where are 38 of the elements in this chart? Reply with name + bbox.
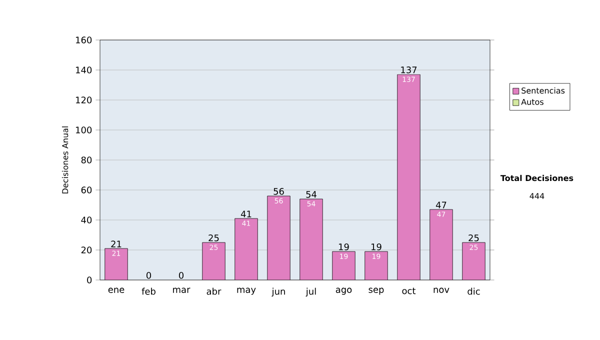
- total-label: 54: [306, 191, 316, 198]
- y-tick-label: 160: [76, 36, 92, 44]
- x-tick-label: abr: [206, 288, 222, 295]
- y-tick-label: 120: [76, 96, 92, 104]
- total-label: 19: [339, 243, 349, 250]
- x-tick-label: feb: [142, 288, 156, 295]
- x-tick-label: may: [237, 288, 256, 295]
- y-tick-label: 140: [76, 66, 92, 74]
- x-tick-label: nov: [434, 288, 450, 293]
- y-tick-label: 60: [81, 186, 92, 194]
- y-tick-label: 80: [81, 156, 92, 164]
- total-label: 41: [240, 210, 252, 218]
- x-tick-label: ago: [336, 288, 352, 295]
- y-tick-label: 20: [81, 246, 92, 254]
- text: 444: [530, 193, 544, 199]
- x-tick-label: jun: [272, 288, 285, 296]
- y-tick-label: 100: [76, 126, 92, 134]
- x-tick-label: sep: [368, 288, 384, 295]
- total-label: 19: [372, 243, 382, 250]
- legend-label: Sentencias: [522, 87, 565, 94]
- y-tick-label: 40: [81, 216, 92, 224]
- total-label: 21: [111, 240, 122, 248]
- x-tick-label: dic: [468, 288, 480, 295]
- x-tick-label: mar: [173, 288, 190, 293]
- x-tick-label: jul: [306, 288, 316, 296]
- y-tick-label: 0: [87, 276, 92, 284]
- y-axis-title: Decisiones Anual: [62, 126, 68, 194]
- total-label: 0: [146, 272, 152, 279]
- x-tick-label: ene: [108, 288, 124, 293]
- total-label: 47: [436, 202, 446, 208]
- total-label: 0: [178, 272, 184, 279]
- total-label: 137: [401, 66, 417, 74]
- text: Total Decisiones: [500, 174, 574, 182]
- total-label: 56: [274, 188, 284, 195]
- x-tick-label: oct: [402, 288, 416, 294]
- legend-label: Autos: [521, 98, 544, 105]
- total-label: 25: [208, 234, 219, 242]
- total-label: 25: [468, 234, 479, 242]
